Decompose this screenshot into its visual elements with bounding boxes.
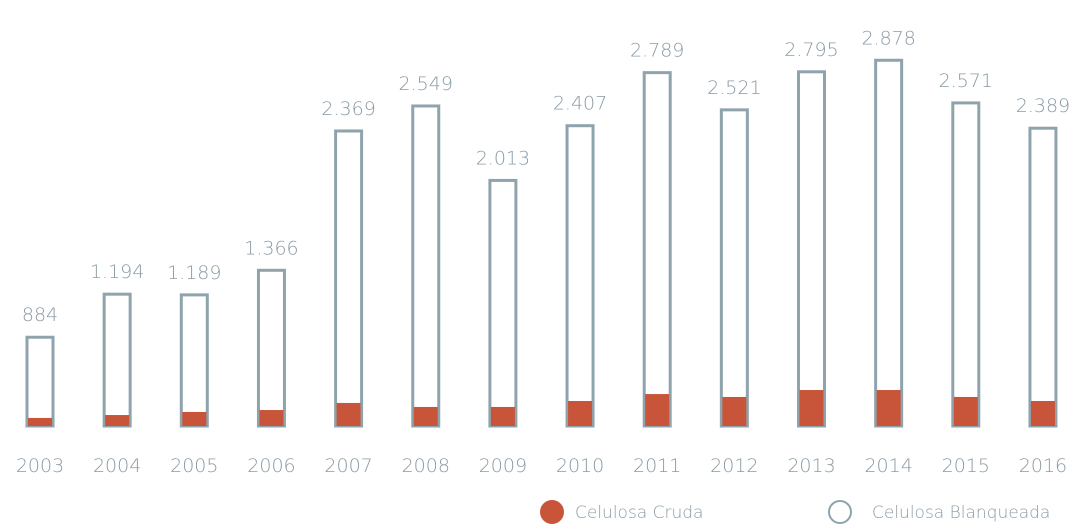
x-tick-label: 2013 <box>787 455 835 477</box>
bar <box>413 406 438 426</box>
x-tick-label: 2009 <box>479 455 527 477</box>
x-tick-label: 2006 <box>247 455 295 477</box>
bar-outline <box>411 104 441 428</box>
bar <box>722 396 747 426</box>
legend-swatch <box>540 500 564 524</box>
bar <box>1030 400 1055 426</box>
x-tick-label: 2003 <box>16 455 64 477</box>
bar-outline <box>951 101 981 428</box>
bar-outline <box>565 124 595 428</box>
value-label: 2.369 <box>321 98 375 120</box>
value-label: 2.571 <box>939 70 993 92</box>
bar-outline <box>25 335 55 428</box>
bar-outline <box>488 178 518 428</box>
bar <box>336 402 361 426</box>
bar-outline <box>256 268 286 428</box>
legend-swatch <box>828 500 852 524</box>
legend-label: Celulosa Cruda <box>575 503 703 523</box>
bar <box>953 396 978 426</box>
bar-outline <box>102 292 132 428</box>
x-tick-label: 2011 <box>633 455 681 477</box>
bar <box>28 417 52 426</box>
bar-outline <box>642 71 672 428</box>
bar <box>645 394 670 426</box>
bar-outline <box>719 108 749 428</box>
value-label: 2.013 <box>476 147 530 169</box>
bar <box>105 415 130 426</box>
x-tick-label: 2014 <box>864 455 912 477</box>
bar <box>799 390 824 426</box>
x-tick-label: 2012 <box>710 455 758 477</box>
value-label: 1.366 <box>244 237 298 259</box>
value-label: 2.795 <box>784 39 838 61</box>
x-tick-label: 2015 <box>942 455 990 477</box>
x-tick-label: 2008 <box>402 455 450 477</box>
value-label: 1.194 <box>90 261 144 283</box>
value-label: 2.549 <box>399 73 453 95</box>
bar <box>182 411 207 426</box>
x-tick-label: 2010 <box>556 455 604 477</box>
x-tick-label: 2007 <box>324 455 372 477</box>
value-label: 2.407 <box>553 93 607 115</box>
bar <box>876 390 901 426</box>
x-tick-label: 2005 <box>170 455 218 477</box>
x-tick-label: 2016 <box>1019 455 1067 477</box>
bar <box>259 410 284 426</box>
value-label: 2.521 <box>707 77 761 99</box>
bar-outline <box>874 58 904 428</box>
value-label: 1.189 <box>167 262 221 284</box>
value-label: 884 <box>22 304 58 326</box>
bar-outline <box>797 70 826 428</box>
bar <box>568 400 593 426</box>
x-tick-label: 2004 <box>93 455 141 477</box>
legend-label: Celulosa Blanqueada <box>872 503 1050 523</box>
bar-outline <box>334 129 364 428</box>
bar-outline <box>1028 126 1058 428</box>
value-label: 2.789 <box>630 40 684 62</box>
value-label: 2.389 <box>1016 95 1070 117</box>
bar-outline <box>179 293 209 428</box>
value-label: 2.878 <box>861 27 915 49</box>
bar <box>490 406 515 426</box>
